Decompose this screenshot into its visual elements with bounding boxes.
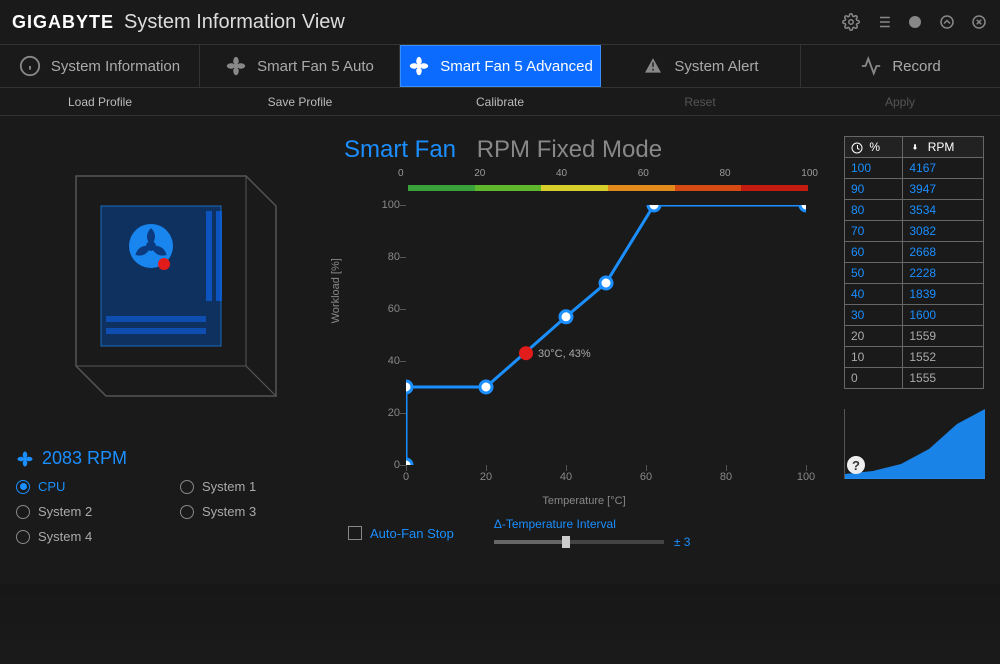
chart-title: Smart Fan RPM Fixed Mode xyxy=(344,136,824,164)
curve-point[interactable] xyxy=(560,311,572,323)
fan-selector: CPU System 1 System 2 System 3 System 4 xyxy=(16,479,324,544)
table-header-pct: % xyxy=(845,137,903,158)
fan-radio-system-2[interactable]: System 2 xyxy=(16,504,160,519)
auto-fan-stop-checkbox[interactable]: Auto-Fan Stop xyxy=(348,526,454,541)
table-row[interactable]: 502228 xyxy=(845,263,984,284)
current-temp-marker xyxy=(519,346,533,360)
fan-curve-plot[interactable]: 30°C, 43% xyxy=(406,205,806,465)
radio-dot-icon xyxy=(180,505,194,519)
table-row[interactable]: 703082 xyxy=(845,221,984,242)
help-icon[interactable]: ? xyxy=(847,456,865,474)
rpm-table: % RPM 1004167903947803534703082602668502… xyxy=(844,136,984,389)
curve-point[interactable] xyxy=(648,205,660,211)
fan-radio-system-1[interactable]: System 1 xyxy=(180,479,324,494)
x-axis-label: Temperature [°C] xyxy=(542,495,625,507)
close-icon[interactable] xyxy=(970,13,988,31)
current-temp-label: 30°C, 43% xyxy=(538,348,591,360)
tab-label: Smart Fan 5 Advanced xyxy=(440,58,593,75)
tab-fan-advanced[interactable]: Smart Fan 5 Advanced xyxy=(400,45,601,87)
table-row[interactable]: 903947 xyxy=(845,179,984,200)
heat-gradient-bar xyxy=(408,185,808,191)
curve-point[interactable] xyxy=(406,381,412,393)
radio-dot-icon xyxy=(16,480,30,494)
calibrate-button[interactable]: Calibrate xyxy=(400,95,600,109)
action-bar: Load Profile Save Profile Calibrate Rese… xyxy=(0,88,1000,116)
curve-point[interactable] xyxy=(800,205,806,211)
radio-dot-icon xyxy=(180,480,194,494)
delta-temp-slider[interactable]: Δ-Temperature Interval ± 3 xyxy=(494,517,691,549)
fan-radio-system-4[interactable]: System 4 xyxy=(16,529,160,544)
tab-record[interactable]: Record xyxy=(801,45,1000,87)
table-row[interactable]: 1004167 xyxy=(845,158,984,179)
tab-label: System Alert xyxy=(674,58,758,75)
brand-logo: GIGABYTE xyxy=(12,12,114,33)
fan-radio-system-3[interactable]: System 3 xyxy=(180,504,324,519)
table-row[interactable]: 602668 xyxy=(845,242,984,263)
tab-label: Record xyxy=(892,58,940,75)
gear-icon[interactable] xyxy=(842,13,860,31)
table-row[interactable]: 01555 xyxy=(845,368,984,389)
table-row[interactable]: 803534 xyxy=(845,200,984,221)
slider-thumb[interactable] xyxy=(562,536,570,548)
tab-label: System Information xyxy=(51,58,180,75)
titlebar: GIGABYTE System Information View xyxy=(0,0,1000,44)
tab-bar: System Information Smart Fan 5 Auto Smar… xyxy=(0,44,1000,88)
fan-curve-chart[interactable]: Workload [%] Temperature [°C] 30°C, 43% … xyxy=(344,195,824,505)
minimize-icon[interactable] xyxy=(906,13,924,31)
expand-icon[interactable] xyxy=(938,13,956,31)
table-row[interactable]: 101552 xyxy=(845,347,984,368)
radio-dot-icon xyxy=(16,530,30,544)
pc-case-diagram xyxy=(16,136,316,426)
load-profile-button[interactable]: Load Profile xyxy=(0,95,200,109)
curve-point[interactable] xyxy=(600,277,612,289)
reset-button[interactable]: Reset xyxy=(600,95,800,109)
y-axis-label: Workload [%] xyxy=(330,258,342,323)
fan-radio-cpu[interactable]: CPU xyxy=(16,479,160,494)
table-row[interactable]: 301600 xyxy=(845,305,984,326)
current-rpm: 2083 RPM xyxy=(16,448,324,469)
checkbox-icon xyxy=(348,526,362,540)
tab-label: Smart Fan 5 Auto xyxy=(257,58,374,75)
save-profile-button[interactable]: Save Profile xyxy=(200,95,400,109)
slider-rail[interactable] xyxy=(494,540,664,544)
table-row[interactable]: 401839 xyxy=(845,284,984,305)
curve-point[interactable] xyxy=(480,381,492,393)
heat-scale-labels: 020406080100 xyxy=(398,168,818,179)
tab-system-info[interactable]: System Information xyxy=(0,45,200,87)
list-icon[interactable] xyxy=(874,13,892,31)
radio-dot-icon xyxy=(16,505,30,519)
tab-fan-auto[interactable]: Smart Fan 5 Auto xyxy=(200,45,400,87)
apply-button[interactable]: Apply xyxy=(800,95,1000,109)
app-title: System Information View xyxy=(124,11,345,34)
table-header-rpm: RPM xyxy=(903,137,984,158)
tab-system-alert[interactable]: System Alert xyxy=(601,45,801,87)
table-row[interactable]: 201559 xyxy=(845,326,984,347)
mini-rpm-chart: ? xyxy=(844,409,984,479)
